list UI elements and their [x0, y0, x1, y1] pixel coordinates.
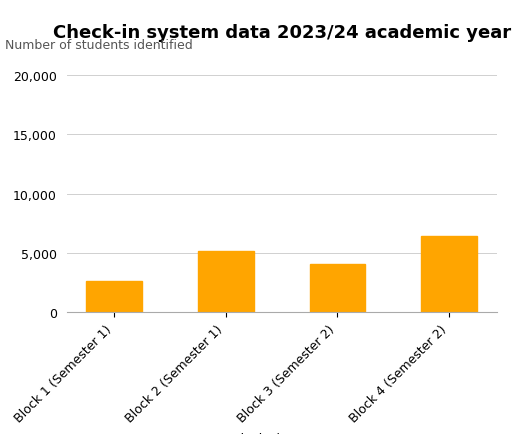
Bar	[421, 236, 477, 312]
Bar	[198, 252, 253, 312]
X-axis label: Blocks in a Year: Blocks in a Year	[232, 432, 331, 434]
Text: Number of students identified: Number of students identified	[5, 39, 193, 52]
Bar	[310, 264, 366, 312]
Bar	[86, 282, 142, 312]
Title: Check-in system data 2023/24 academic year: Check-in system data 2023/24 academic ye…	[53, 24, 510, 42]
